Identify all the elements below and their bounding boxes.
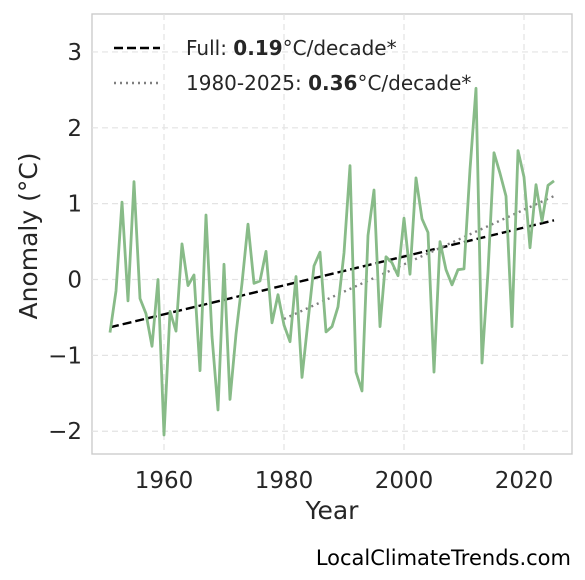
legend-recent-label: 1980-2025: 0.36°C/decade*: [186, 71, 471, 95]
x-tick-label: 2000: [375, 468, 434, 494]
anomaly-series-line: [108, 86, 555, 437]
y-axis-ticks: −2 −1 0 1 2 3: [48, 40, 82, 445]
x-tick-label: 1960: [135, 468, 194, 494]
y-tick-label: 3: [67, 40, 82, 66]
x-tick-label: 2020: [495, 468, 554, 494]
site-credit: LocalClimateTrends.com: [315, 546, 571, 570]
x-tick-label: 1980: [255, 468, 314, 494]
x-axis-ticks: 1960 1980 2000 2020: [135, 468, 554, 494]
series-lines: [108, 86, 555, 437]
y-tick-label: −2: [48, 419, 82, 445]
y-axis-label: Anomaly (°C): [14, 152, 43, 319]
trend-line-recent: [283, 194, 555, 321]
plot-area: [91, 13, 573, 455]
y-tick-label: 1: [67, 192, 82, 218]
legend-full-label: Full: 0.19°C/decade*: [186, 36, 397, 60]
grid: [92, 14, 572, 454]
y-tick-label: −1: [48, 343, 82, 369]
y-tick-label: 0: [67, 268, 82, 294]
legend: Full: 0.19°C/decade* 1980-2025: 0.36°C/d…: [114, 36, 471, 95]
x-axis-label: Year: [305, 496, 360, 525]
y-tick-label: 2: [67, 116, 82, 142]
